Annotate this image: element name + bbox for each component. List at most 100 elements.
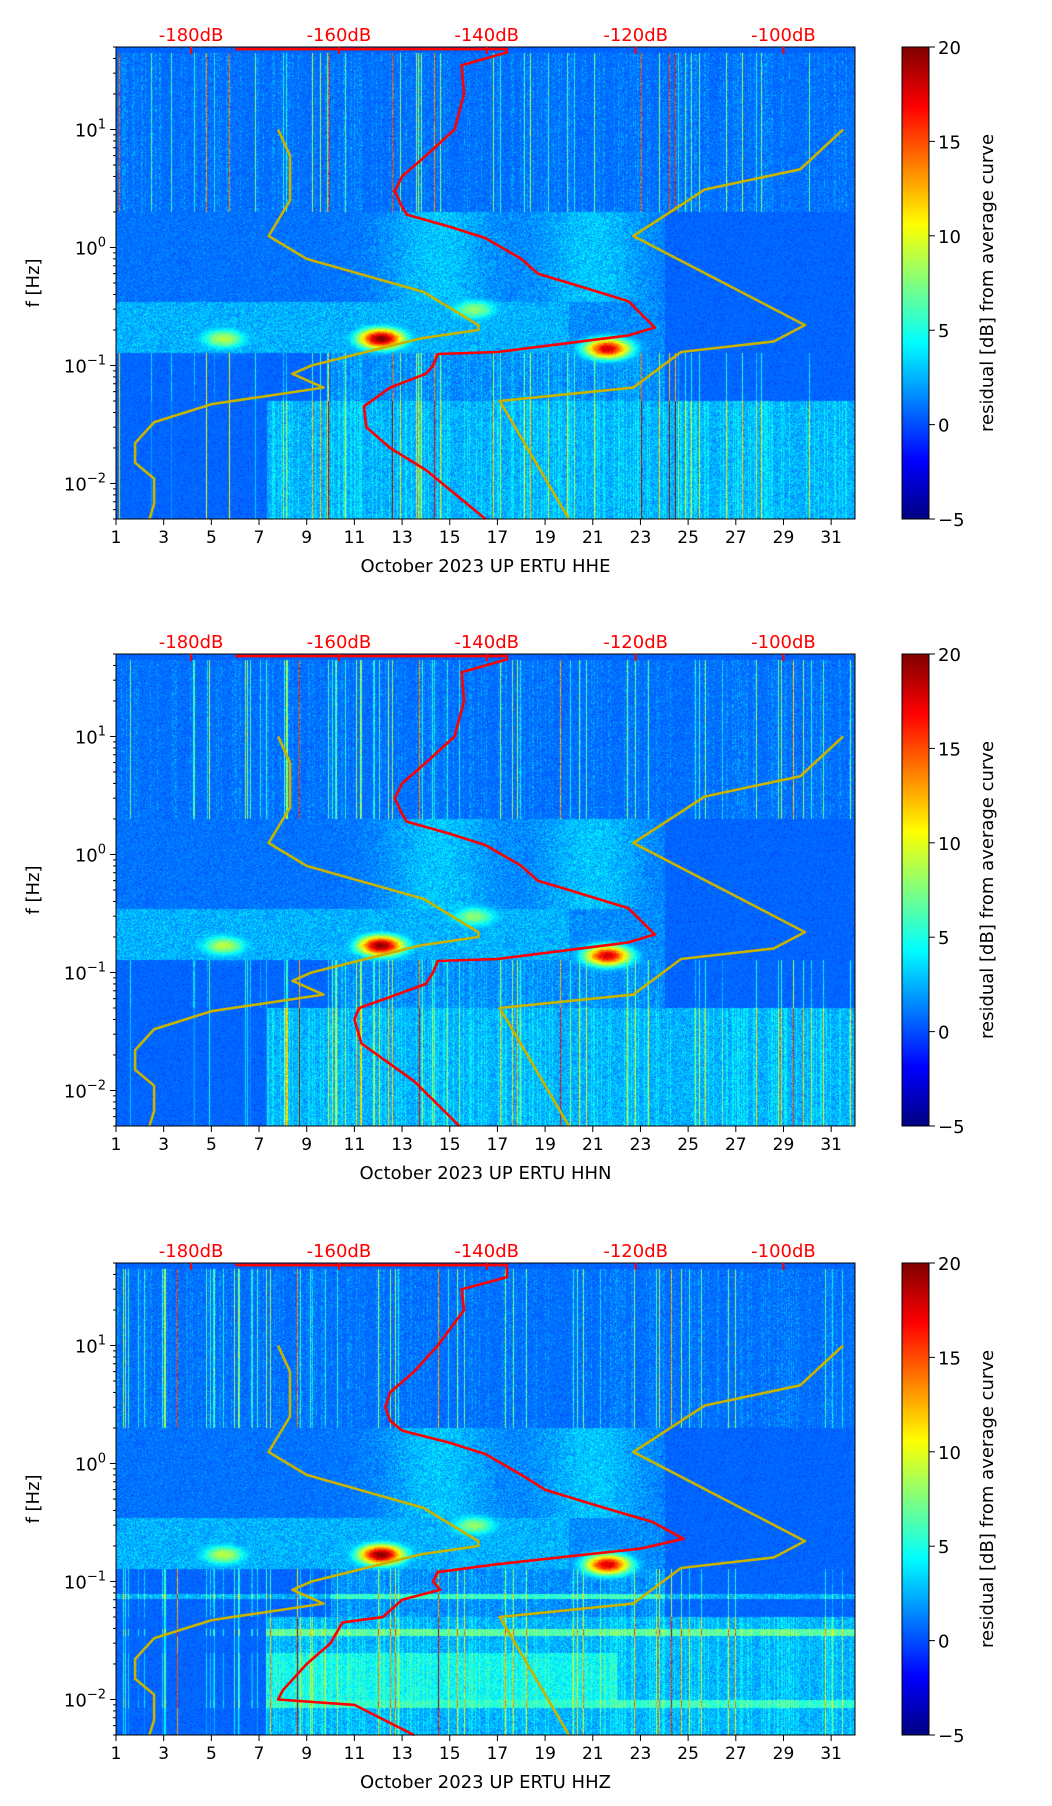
top-db-label: -160dB bbox=[307, 1241, 372, 1262]
x-tick-label: 11 bbox=[344, 528, 366, 548]
y-tick-label: 100 bbox=[75, 235, 106, 259]
hhz-y-axis-label: f [Hz] bbox=[23, 1474, 44, 1523]
top-db-label: -140dB bbox=[454, 1241, 519, 1262]
colorbar-tick-label: 15 bbox=[938, 1348, 961, 1369]
x-tick-label: 29 bbox=[773, 1135, 795, 1155]
top-db-label: -140dB bbox=[454, 25, 519, 46]
y-tick-label: 101 bbox=[75, 117, 106, 141]
x-tick-label: 3 bbox=[158, 1135, 169, 1155]
x-tick-label: 11 bbox=[344, 1744, 366, 1764]
hhe-curve-nlnm bbox=[133, 128, 480, 520]
hhe-curve-psd-mean bbox=[235, 47, 657, 521]
hhn-curve-psd-mean bbox=[235, 654, 657, 1127]
colorbar-label: residual [dB] from average curve bbox=[977, 134, 998, 432]
colorbar-tick-label: 0 bbox=[938, 1023, 949, 1044]
colorbar-tick-label: 5 bbox=[938, 321, 949, 342]
colorbar-label: residual [dB] from average curve bbox=[977, 1350, 998, 1648]
x-tick-label: 31 bbox=[820, 528, 842, 548]
top-db-label: -180dB bbox=[159, 1241, 224, 1262]
colorbar-tick-label: 10 bbox=[938, 227, 961, 248]
x-tick-label: 21 bbox=[582, 1744, 604, 1764]
x-tick-label: 19 bbox=[534, 1135, 556, 1155]
x-tick-label: 13 bbox=[391, 1744, 413, 1764]
colorbar-hhn bbox=[902, 654, 929, 1126]
x-tick-label: 27 bbox=[725, 528, 747, 548]
x-tick-label: 1 bbox=[111, 528, 122, 548]
x-tick-label: 17 bbox=[487, 1135, 509, 1155]
hhz-curve-psd-mean bbox=[235, 1263, 685, 1737]
spectrogram-hhz bbox=[116, 1263, 855, 1735]
x-tick-label: 31 bbox=[820, 1135, 842, 1155]
x-tick-label: 13 bbox=[391, 528, 413, 548]
y-tick-label: 101 bbox=[75, 724, 106, 748]
x-tick-label: 1 bbox=[111, 1135, 122, 1155]
hhn-x-axis-label: October 2023 UP ERTU HHN bbox=[359, 1163, 611, 1184]
x-tick-label: 23 bbox=[630, 528, 652, 548]
y-tick-label: 10−2 bbox=[64, 1687, 106, 1711]
colorbar-tick-label: 20 bbox=[938, 1254, 961, 1275]
x-tick-label: 1 bbox=[111, 1744, 122, 1764]
colorbar-label: residual [dB] from average curve bbox=[977, 741, 998, 1039]
colorbar-tick-label: 10 bbox=[938, 1443, 961, 1464]
colorbar-tick-label: 15 bbox=[938, 739, 961, 760]
x-tick-label: 13 bbox=[391, 1135, 413, 1155]
x-tick-label: 31 bbox=[820, 1744, 842, 1764]
hhn-curve-nlnm bbox=[133, 735, 480, 1127]
y-tick-label: 101 bbox=[75, 1333, 106, 1357]
x-tick-label: 23 bbox=[630, 1744, 652, 1764]
colorbar-tick-label: 15 bbox=[938, 132, 961, 153]
x-tick-label: 9 bbox=[301, 528, 312, 548]
hhz-x-axis-label: October 2023 UP ERTU HHZ bbox=[360, 1772, 611, 1793]
x-tick-label: 23 bbox=[630, 1135, 652, 1155]
top-db-label: -180dB bbox=[159, 25, 224, 46]
x-tick-label: 25 bbox=[677, 528, 699, 548]
x-tick-label: 19 bbox=[534, 528, 556, 548]
colorbar-tick-label: 20 bbox=[938, 645, 961, 666]
y-tick-label: 10−1 bbox=[64, 353, 106, 377]
colorbar-frame bbox=[901, 46, 930, 520]
top-db-label: -100dB bbox=[751, 1241, 816, 1262]
hhn-plot-frame bbox=[115, 653, 856, 1127]
hhn-curve-nhnm bbox=[498, 735, 844, 1127]
x-tick-label: 5 bbox=[206, 1135, 217, 1155]
x-tick-label: 21 bbox=[582, 1135, 604, 1155]
x-tick-label: 27 bbox=[725, 1135, 747, 1155]
x-tick-label: 15 bbox=[439, 1135, 461, 1155]
x-tick-label: 29 bbox=[773, 1744, 795, 1764]
x-tick-label: 11 bbox=[344, 1135, 366, 1155]
x-tick-label: 21 bbox=[582, 528, 604, 548]
colorbar-hhz bbox=[902, 1263, 929, 1735]
y-tick-label: 10−1 bbox=[64, 960, 106, 984]
colorbar-tick-label: −5 bbox=[938, 510, 965, 531]
x-tick-label: 25 bbox=[677, 1135, 699, 1155]
hhn-y-axis-label: f [Hz] bbox=[23, 865, 44, 914]
colorbar-tick-label: 5 bbox=[938, 1537, 949, 1558]
x-tick-label: 15 bbox=[439, 1744, 461, 1764]
y-tick-label: 10−2 bbox=[64, 471, 106, 495]
colorbar-tick-label: −5 bbox=[938, 1726, 965, 1747]
x-tick-label: 9 bbox=[301, 1135, 312, 1155]
x-tick-label: 19 bbox=[534, 1744, 556, 1764]
x-tick-label: 15 bbox=[439, 528, 461, 548]
hhe-x-axis-label: October 2023 UP ERTU HHE bbox=[361, 556, 611, 577]
colorbar-tick-label: 10 bbox=[938, 834, 961, 855]
colorbar-tick-label: 5 bbox=[938, 928, 949, 949]
top-db-label: -120dB bbox=[603, 25, 668, 46]
hhz-curve-nlnm bbox=[133, 1344, 480, 1736]
y-tick-label: 100 bbox=[75, 842, 106, 866]
top-db-label: -160dB bbox=[307, 632, 372, 653]
top-db-label: -120dB bbox=[603, 1241, 668, 1262]
top-db-label: -180dB bbox=[159, 632, 224, 653]
x-tick-label: 5 bbox=[206, 528, 217, 548]
x-tick-label: 17 bbox=[487, 1744, 509, 1764]
top-db-label: -100dB bbox=[751, 25, 816, 46]
colorbar-tick-label: 0 bbox=[938, 416, 949, 437]
x-tick-label: 7 bbox=[254, 1135, 265, 1155]
x-tick-label: 7 bbox=[254, 1744, 265, 1764]
spectrogram-hhe bbox=[116, 47, 855, 519]
x-tick-label: 29 bbox=[773, 528, 795, 548]
colorbar-tick-label: 20 bbox=[938, 38, 961, 59]
top-db-label: -120dB bbox=[603, 632, 668, 653]
